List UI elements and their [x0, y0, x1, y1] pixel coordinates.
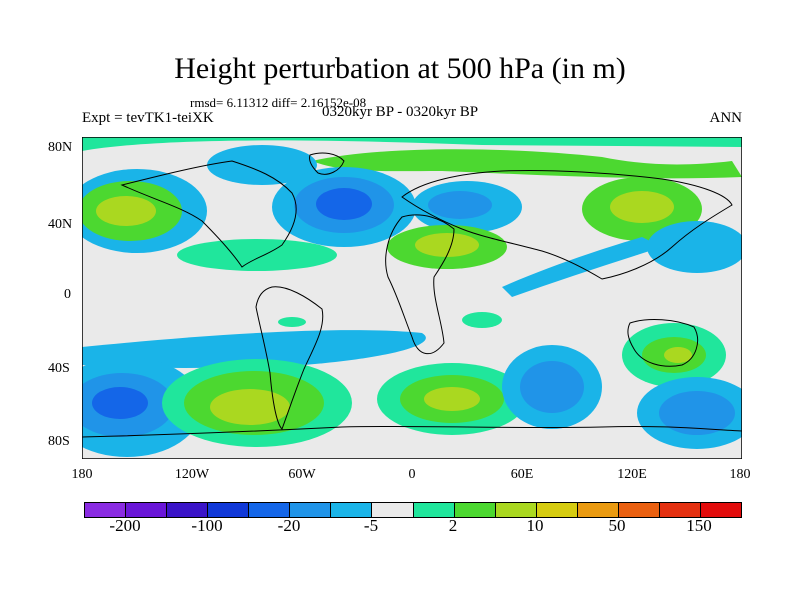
lon-tick-label: 180 [71, 467, 93, 482]
south-america-high-inner [210, 389, 290, 425]
north-america-outline [120, 160, 297, 268]
south-atlantic-high-inner [424, 387, 480, 411]
lat-tick-label: 80N [48, 140, 73, 155]
australia-high-inner [664, 347, 692, 363]
north-green-band [312, 149, 742, 179]
colorbar-swatch [577, 503, 619, 517]
colorbar-label: 2 [448, 516, 458, 535]
colorbar-label: -5 [363, 516, 379, 535]
gulf-guinea-patch [462, 312, 502, 328]
colorbar-swatch [331, 503, 373, 517]
pacific-north-inner [96, 196, 156, 226]
lon-tick-label: 0 [408, 467, 416, 482]
colorbar-swatch [208, 503, 250, 517]
colorbar-label: 50 [608, 516, 626, 535]
colorbar-label: 150 [686, 516, 712, 535]
colorbar-swatch [700, 503, 741, 517]
australia-outline [627, 319, 698, 367]
greenland-outline [309, 152, 345, 175]
lon-tick-label: 180 [729, 467, 751, 482]
colorbar-swatch [659, 503, 701, 517]
colorbar [84, 502, 742, 518]
coastlines [82, 152, 742, 438]
colorbar-label: -100 [191, 516, 223, 535]
colorbar-swatch [618, 503, 660, 517]
south-america-outline [255, 286, 324, 430]
southeast-pacific-low-inner [659, 391, 735, 435]
nw-pacific-blue [647, 221, 742, 273]
lon-tick-label: 60W [288, 467, 316, 482]
indian-low-inner [520, 361, 584, 413]
lon-tick-label: 120E [617, 467, 647, 482]
lat-tick-label: 40S [48, 361, 70, 376]
colorbar-swatch [495, 503, 537, 517]
colorbar-label: 10 [526, 516, 544, 535]
small-tropical-patch [278, 317, 306, 327]
colorbar-swatch [454, 503, 496, 517]
subtropical-atlantic-band [177, 239, 337, 271]
lon-tick-label: 60E [510, 467, 534, 482]
lat-tick-label: 40N [48, 217, 73, 232]
colorbar-swatch [372, 503, 414, 517]
experiment-label: Expt = tevTK1-teiXK [82, 110, 214, 126]
colorbar-label: -20 [277, 516, 301, 535]
eurasia-outline [401, 169, 733, 280]
season-label: ANN [709, 110, 743, 126]
colorbar-swatch [536, 503, 578, 517]
colorbar-swatch [126, 503, 168, 517]
colorbar-swatch [290, 503, 332, 517]
colorbar-swatch [413, 503, 455, 517]
europe-low-inner [428, 191, 492, 219]
lat-tick-label: 80S [48, 434, 70, 449]
south-pacific-low-inner [92, 387, 148, 419]
antarctica-coast [82, 425, 742, 438]
stats-text: rmsd= 6.11312 diff= 2.16152e-08 [190, 95, 367, 110]
map-title: Height perturbation at 500 hPa (in m) [174, 52, 626, 85]
arctic-blue-patch [207, 145, 317, 185]
africa-outline [385, 214, 455, 354]
colorbar-swatch [249, 503, 291, 517]
period-label: 0320kyr BP - 0320kyr BP [321, 104, 479, 120]
lat-tick-label: 0 [64, 287, 71, 302]
indian-ocean-band [502, 237, 662, 297]
contour-map [82, 137, 742, 459]
south-pacific-band [82, 330, 426, 368]
colorbar-label: -200 [109, 516, 141, 535]
colorbar-swatch [85, 503, 127, 517]
asia-high-inner [610, 191, 674, 223]
colorbar-swatch [167, 503, 209, 517]
atlantic-low-inner [316, 188, 372, 220]
north-africa-high-core [415, 233, 479, 257]
arctic-band [82, 137, 742, 151]
lon-tick-label: 120W [174, 467, 210, 482]
